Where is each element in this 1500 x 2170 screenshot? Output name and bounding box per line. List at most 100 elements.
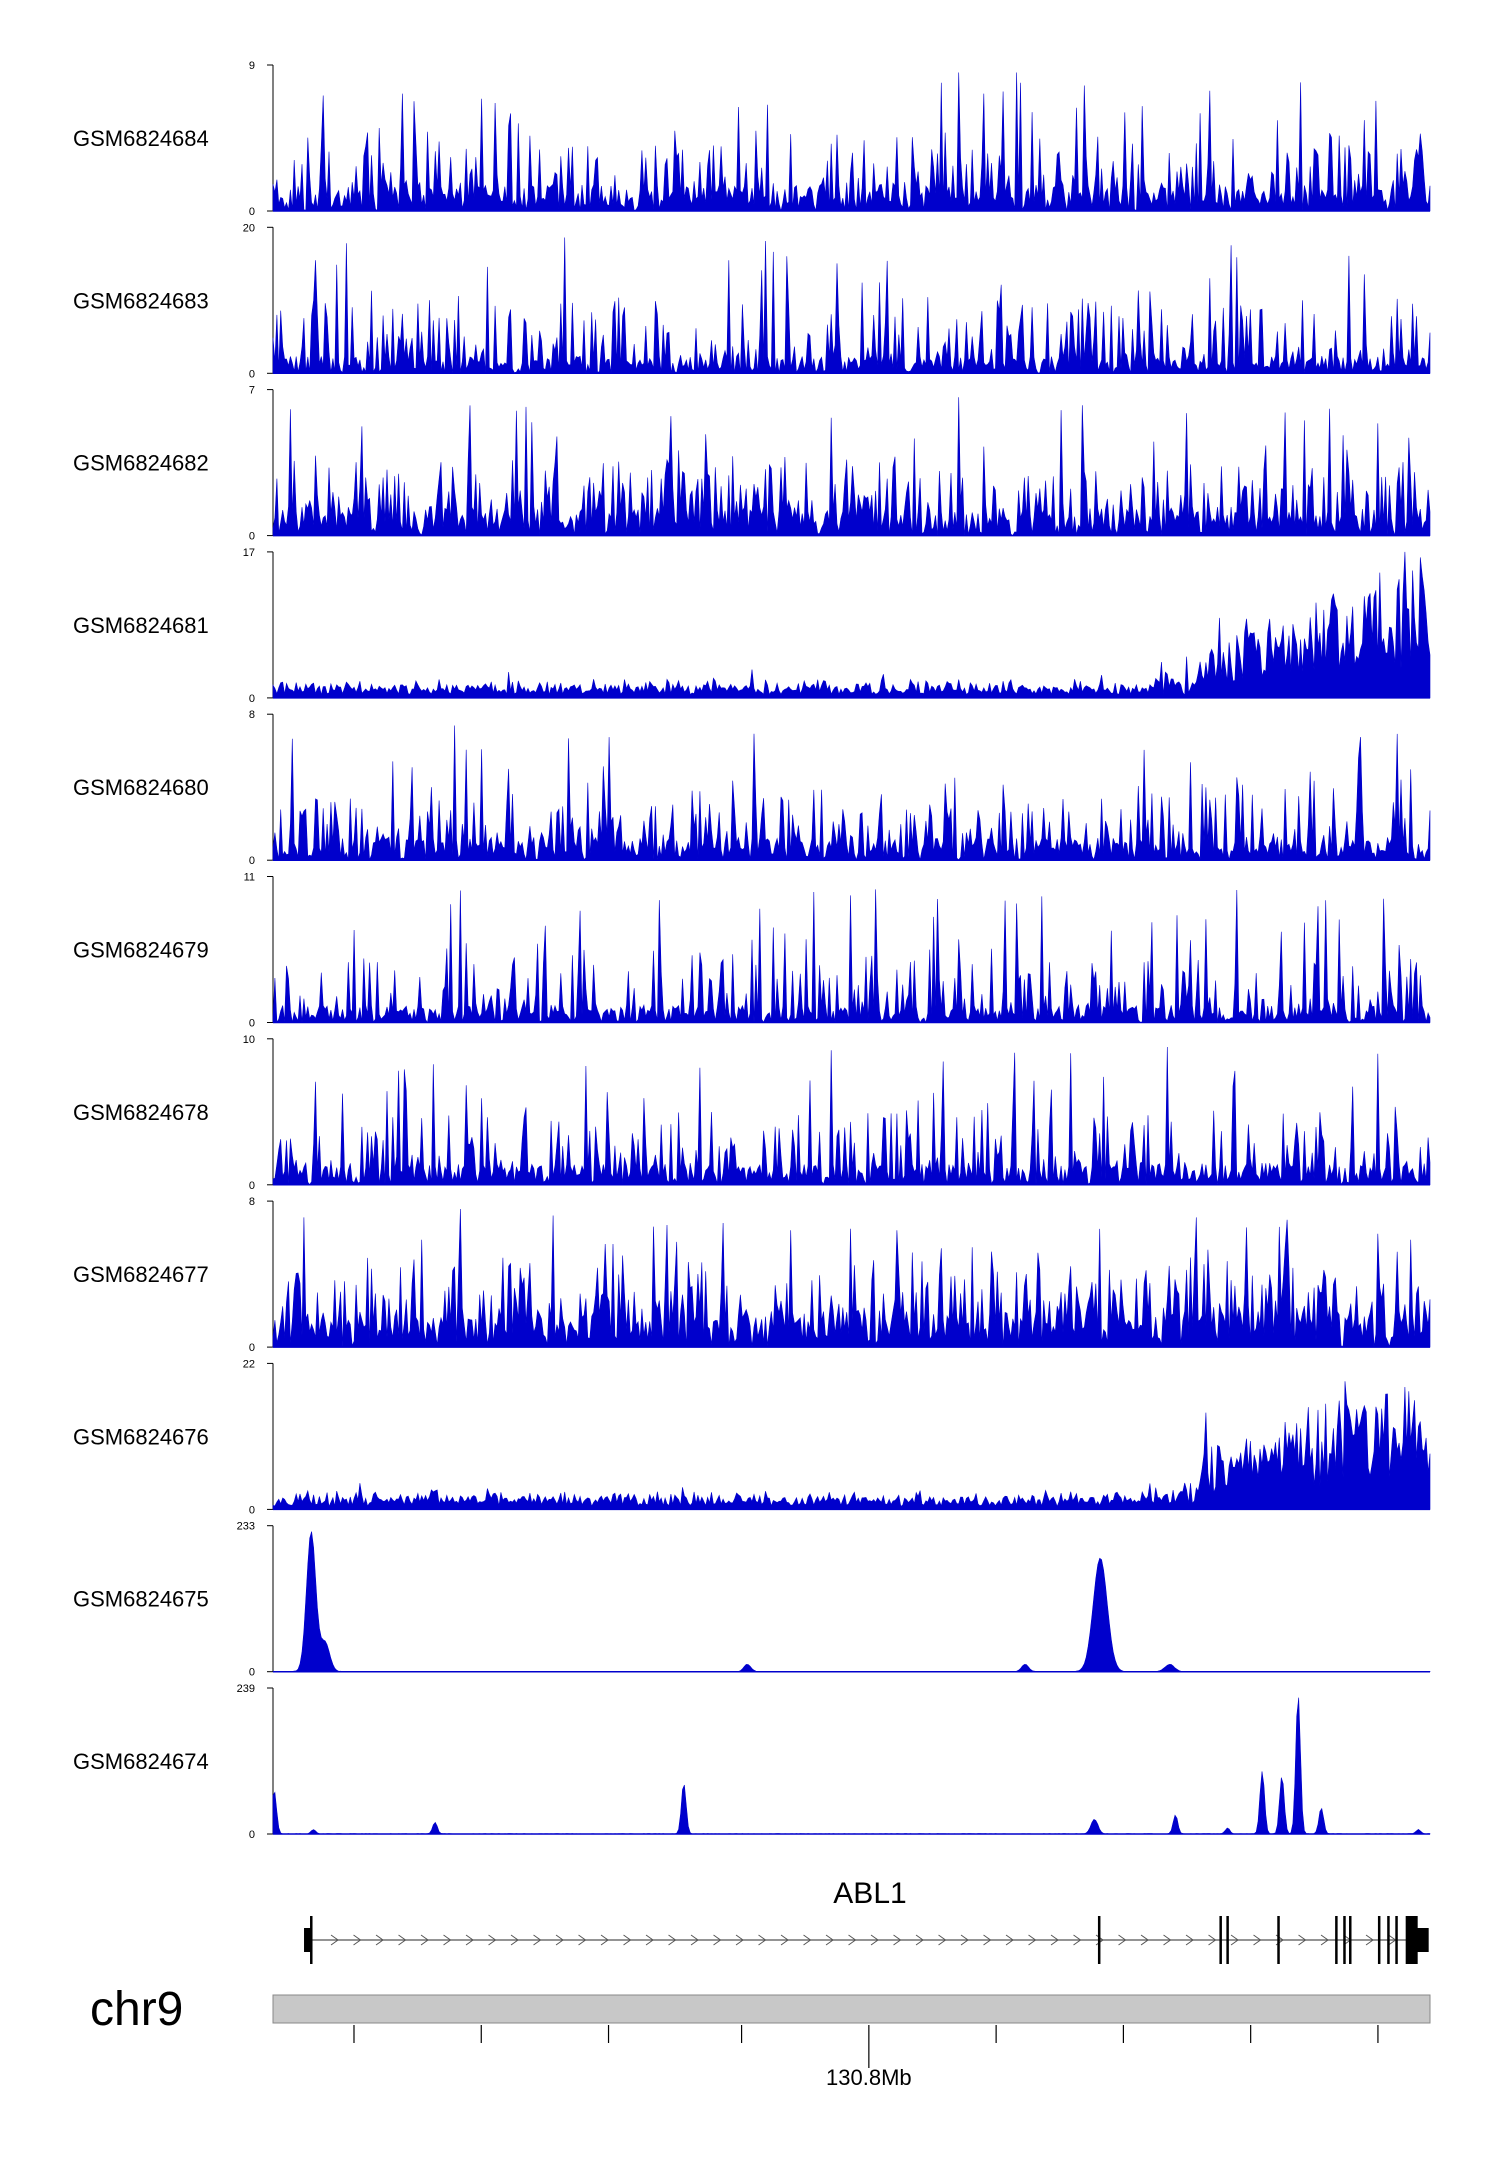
track-GSM6824679: GSM6824679 11 0 (73, 872, 1431, 1030)
track-GSM6824678: GSM6824678 10 0 (73, 1034, 1431, 1192)
track-label: GSM6824680 (73, 775, 209, 800)
strand-arrow (938, 1934, 947, 1946)
y-max-label: 20 (243, 222, 255, 234)
y-min-label: 0 (249, 1342, 255, 1354)
y-max-label: 10 (243, 1034, 255, 1046)
track-GSM6824677: GSM6824677 8 0 (73, 1196, 1431, 1354)
chromosome-label: chr9 (90, 1983, 183, 2036)
track-label: GSM6824676 (73, 1424, 209, 1449)
x-axis: 130.8Mb (353, 2025, 1379, 2090)
strand-arrow (443, 1934, 452, 1946)
strand-arrow (1208, 1934, 1217, 1946)
strand-arrow (398, 1934, 407, 1946)
track-label: GSM6824679 (73, 938, 209, 963)
strand-arrow (803, 1934, 812, 1946)
coverage-area (272, 1208, 1431, 1348)
track-label: GSM6824674 (73, 1749, 209, 1774)
chromosome-bar (272, 1994, 1431, 2024)
strand-arrow (960, 1934, 969, 1946)
y-max-label: 22 (243, 1358, 255, 1370)
strand-arrow (510, 1934, 519, 1946)
strand-arrow (983, 1934, 992, 1946)
strand-arrow (623, 1934, 632, 1946)
strand-arrow (555, 1934, 564, 1946)
gene-label: ABL1 (833, 1877, 906, 1910)
strand-arrow (1050, 1934, 1059, 1946)
track-GSM6824684: GSM6824684 9 0 (73, 60, 1431, 218)
strand-arrow (578, 1934, 587, 1946)
coverage-area (272, 1697, 1431, 1835)
track-GSM6824682: GSM6824682 7 0 (73, 385, 1431, 543)
exon (1097, 1916, 1101, 1964)
exon (1277, 1916, 1280, 1964)
exon (1349, 1916, 1352, 1964)
strand-arrow (420, 1934, 429, 1946)
x-axis-label: 130.8Mb (826, 2065, 912, 2090)
strand-arrow (375, 1934, 384, 1946)
exon (1395, 1916, 1398, 1964)
coverage-area (272, 889, 1431, 1024)
y-min-label: 0 (249, 693, 255, 705)
strand-arrow (668, 1934, 677, 1946)
strand-arrow (1163, 1934, 1172, 1946)
exon-utr3 (1415, 1928, 1429, 1952)
strand-arrow (825, 1934, 834, 1946)
strand-arrow (1365, 1934, 1374, 1946)
y-max-label: 11 (244, 872, 255, 884)
track-label: GSM6824675 (73, 1587, 209, 1612)
strand-arrow (533, 1934, 542, 1946)
strand-arrow (758, 1934, 767, 1946)
exon (310, 1916, 313, 1964)
strand-arrow (893, 1934, 902, 1946)
coverage-area (272, 72, 1431, 212)
y-min-label: 0 (249, 1829, 255, 1841)
track-label: GSM6824684 (73, 126, 209, 151)
y-min-label: 0 (249, 531, 255, 543)
exon (1226, 1916, 1229, 1964)
chromosome-ideogram: chr9 (90, 1983, 1431, 2036)
strand-arrow (1320, 1934, 1329, 1946)
strand-arrow (1230, 1934, 1239, 1946)
coverage-tracks: GSM682468490GSM6824683200GSM682468270GSM… (73, 60, 1431, 1841)
coverage-area (272, 551, 1431, 699)
exon (1335, 1916, 1338, 1964)
y-max-label: 9 (249, 60, 255, 72)
y-min-label: 0 (249, 368, 255, 380)
strand-arrow (1253, 1934, 1262, 1946)
strand-arrow (780, 1934, 789, 1946)
y-max-label: 233 (237, 1521, 255, 1533)
strand-arrow (870, 1934, 879, 1946)
y-min-label: 0 (249, 1018, 255, 1030)
track-GSM6824676: GSM6824676 22 0 (73, 1358, 1431, 1516)
track-label: GSM6824677 (73, 1262, 209, 1287)
exon (1387, 1916, 1390, 1964)
strand-arrow (353, 1934, 362, 1946)
strand-arrow (488, 1934, 497, 1946)
strand-arrow (1185, 1934, 1194, 1946)
track-GSM6824683: GSM6824683 20 0 (73, 222, 1431, 380)
strand-arrow (1118, 1934, 1127, 1946)
exon (1343, 1916, 1346, 1964)
track-GSM6824674: GSM6824674 239 0 (73, 1683, 1431, 1841)
y-max-label: 239 (237, 1683, 255, 1695)
strand-arrow (1005, 1934, 1014, 1946)
track-label: GSM6824681 (73, 613, 209, 638)
coverage-area (272, 237, 1431, 374)
track-label: GSM6824678 (73, 1100, 209, 1125)
y-min-label: 0 (249, 1504, 255, 1516)
y-max-label: 17 (243, 547, 255, 559)
coverage-area (272, 397, 1431, 536)
strand-arrow (735, 1934, 744, 1946)
strand-arrow (1140, 1934, 1149, 1946)
strand-arrow (713, 1934, 722, 1946)
strand-arrow (690, 1934, 699, 1946)
y-max-label: 8 (249, 1196, 255, 1208)
coverage-area (272, 1381, 1431, 1510)
y-min-label: 0 (249, 1180, 255, 1192)
strand-arrow (1028, 1934, 1037, 1946)
y-min-label: 0 (249, 206, 255, 218)
strand-arrow (645, 1934, 654, 1946)
strand-arrow (330, 1934, 339, 1946)
strand-arrow (848, 1934, 857, 1946)
